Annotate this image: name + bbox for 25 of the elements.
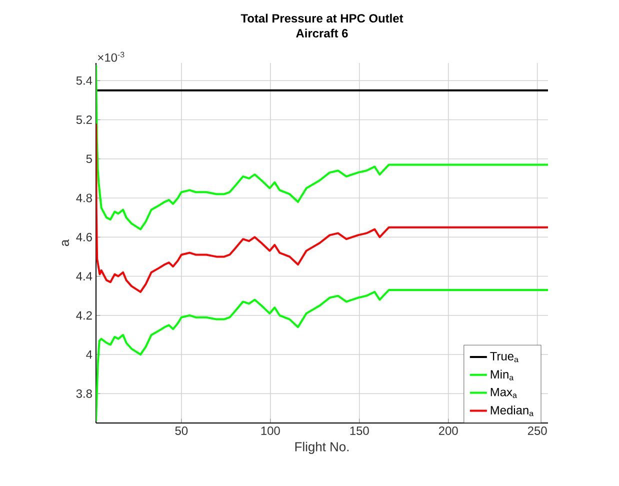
legend-label: Median$_{a}$ xyxy=(490,406,534,416)
chart-subtitle: Aircraft 6 xyxy=(296,28,348,38)
legend-label: Max$_{a}$ xyxy=(490,388,517,398)
legend-label: True$_{a}$ xyxy=(490,352,518,362)
x-tick-label: 250 xyxy=(528,426,547,435)
y-tick-label: 3.8 xyxy=(76,389,92,398)
y-tick-label: 4.4 xyxy=(76,272,92,280)
x-tick-label: 50 xyxy=(175,426,188,435)
y-tick-label: 4.6 xyxy=(76,232,92,242)
chart-title: Total Pressure at HPC Outlet xyxy=(240,14,404,23)
x-tick-label: 150 xyxy=(350,426,369,435)
x-axis-title: Flight No. xyxy=(295,442,349,454)
text: ×10$^{-3}$ xyxy=(98,52,124,62)
y-tick-label: 5.4 xyxy=(76,76,92,85)
y-tick-label: 4.8 xyxy=(76,194,92,202)
y-tick-label: 5 xyxy=(86,154,92,164)
line-series xyxy=(96,122,548,293)
legend-label: Min$_{a}$ xyxy=(490,370,514,380)
y-tick-label: 4.2 xyxy=(76,311,92,320)
x-tick-label: 200 xyxy=(438,426,458,435)
line-series xyxy=(96,64,548,230)
y-tick-label: 5.2 xyxy=(76,116,92,124)
y-axis-title: a xyxy=(62,239,70,246)
y-tick-label: 4 xyxy=(86,350,92,359)
x-tick-label: 100 xyxy=(261,426,280,435)
